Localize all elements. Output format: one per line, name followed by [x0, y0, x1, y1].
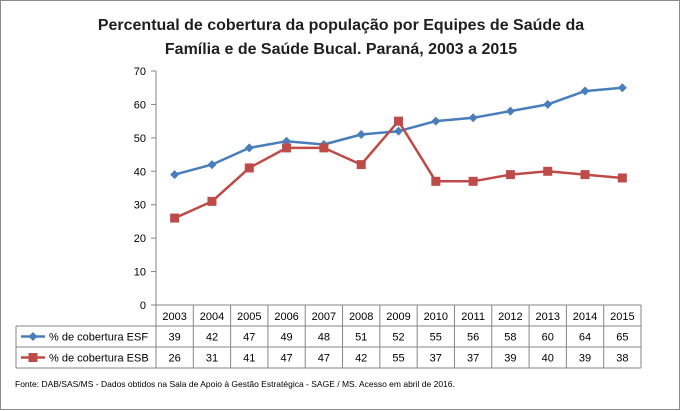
- data-label: 42: [355, 353, 367, 365]
- data-point-esf: [394, 126, 403, 136]
- data-point-esf: [207, 160, 217, 170]
- x-category-label: 2014: [573, 311, 597, 323]
- data-label: 55: [430, 332, 442, 344]
- x-category-label: 2013: [535, 311, 559, 323]
- x-category-label: 2015: [610, 311, 634, 323]
- data-point-esb: [431, 176, 441, 186]
- data-point-esf: [170, 170, 180, 180]
- data-label: 39: [504, 353, 516, 365]
- data-label: 48: [318, 332, 330, 344]
- data-point-esf: [431, 116, 441, 126]
- x-category-label: 2012: [498, 311, 522, 323]
- data-point-esb: [468, 176, 478, 186]
- data-point-esb: [170, 213, 180, 223]
- y-tick-label: 70: [134, 66, 146, 78]
- data-label: 55: [392, 353, 404, 365]
- data-point-esb: [244, 163, 254, 173]
- data-label: 47: [318, 353, 330, 365]
- data-label: 60: [542, 332, 554, 344]
- data-point-esf: [617, 83, 627, 93]
- data-point-esb: [207, 196, 217, 206]
- x-category-label: 2006: [274, 311, 298, 323]
- x-category-label: 2005: [237, 311, 261, 323]
- data-label: 58: [504, 332, 516, 344]
- y-tick-label: 0: [140, 300, 146, 312]
- data-label: 49: [280, 332, 292, 344]
- data-label: 42: [206, 332, 218, 344]
- data-label: 40: [542, 353, 554, 365]
- data-label: 39: [169, 332, 181, 344]
- x-category-label: 2010: [424, 311, 448, 323]
- data-label: 41: [243, 353, 255, 365]
- data-label: 26: [169, 353, 181, 365]
- data-label: 39: [579, 353, 591, 365]
- source-note: Fonte: DAB/SAS/MS - Dados obtidos na Sal…: [15, 379, 455, 389]
- y-tick-label: 10: [134, 267, 146, 279]
- data-point-esb: [617, 173, 627, 183]
- legend-label: % de cobertura ESB: [49, 353, 149, 365]
- data-point-esb: [282, 143, 292, 153]
- y-tick-label: 40: [134, 166, 146, 178]
- data-point-esb: [394, 116, 403, 126]
- data-label: 52: [392, 332, 404, 344]
- x-category-label: 2008: [349, 311, 373, 323]
- data-point-esf: [580, 86, 590, 96]
- x-category-label: 2003: [162, 311, 186, 323]
- y-tick-label: 60: [134, 99, 146, 111]
- x-category-label: 2009: [386, 311, 410, 323]
- data-label: 65: [616, 332, 628, 344]
- x-category-label: 2004: [200, 311, 224, 323]
- data-label: 38: [616, 353, 628, 365]
- data-point-esb: [505, 170, 515, 180]
- data-point-esf: [468, 113, 478, 123]
- data-point-esf: [543, 99, 553, 109]
- data-label: 37: [430, 353, 442, 365]
- legend-key-marker: [28, 353, 38, 362]
- y-tick-label: 20: [134, 233, 146, 245]
- x-category-label: 2007: [312, 311, 336, 323]
- chart-title-line-1: Percentual de cobertura da população por…: [98, 17, 584, 34]
- x-category-label: 2011: [461, 311, 485, 323]
- data-point-esf: [505, 106, 515, 116]
- data-label: 56: [467, 332, 479, 344]
- data-label: 47: [280, 353, 292, 365]
- data-point-esb: [319, 143, 329, 153]
- data-point-esf: [244, 143, 254, 153]
- data-point-esf: [356, 130, 366, 140]
- legend-label: % de cobertura ESF: [49, 332, 148, 344]
- data-label: 31: [206, 353, 218, 365]
- data-point-esb: [543, 166, 553, 176]
- data-label: 37: [467, 353, 479, 365]
- legend-key-marker: [28, 332, 38, 341]
- data-label: 64: [579, 332, 591, 344]
- data-point-esb: [580, 170, 590, 180]
- y-tick-label: 50: [134, 133, 146, 145]
- data-point-esb: [356, 160, 366, 170]
- chart-title-line-2: Família e de Saúde Bucal. Paraná, 2003 a…: [165, 41, 517, 58]
- data-label: 47: [243, 332, 255, 344]
- y-tick-label: 30: [134, 200, 146, 212]
- data-label: 51: [355, 332, 367, 344]
